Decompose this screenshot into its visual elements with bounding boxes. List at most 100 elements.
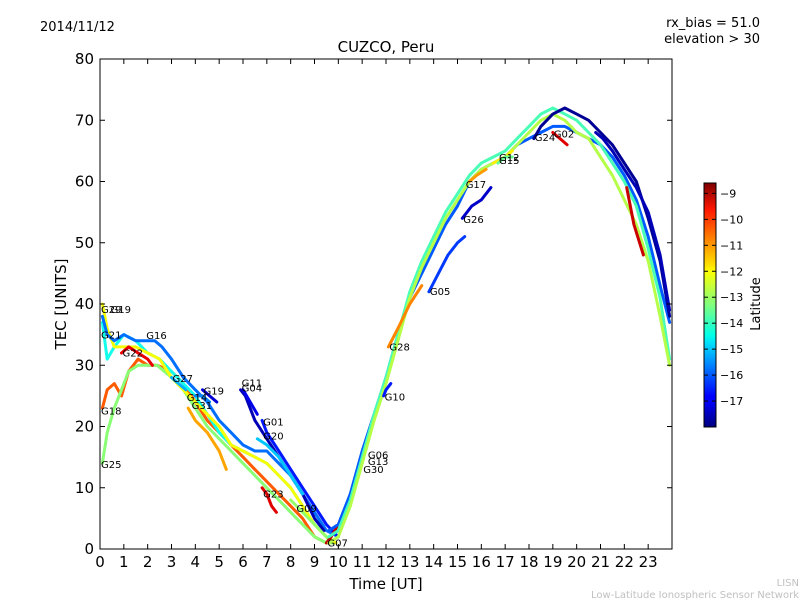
y-tick-label: 60 — [75, 173, 94, 191]
satellite-label-g02: G02 — [554, 130, 574, 141]
series-line-g17 — [467, 167, 488, 183]
colorbar-tick-label: −13 — [720, 291, 743, 304]
x-tick-label: 15 — [448, 553, 467, 571]
satellite-label-g14: G14 — [187, 393, 207, 404]
series-line-g27 — [170, 376, 188, 392]
series-line-g23 — [260, 486, 278, 514]
x-tick-label: 1 — [119, 553, 129, 571]
y-tick-label: 20 — [75, 418, 94, 436]
satellite-label-g15: G15 — [499, 156, 519, 167]
series-line-g13 — [327, 106, 672, 539]
series-line-g28 — [386, 284, 424, 349]
series-line-g30 — [327, 112, 672, 545]
satellite-label-g28: G28 — [389, 342, 409, 353]
satellite-label-g01: G01 — [263, 418, 283, 429]
x-tick-label: 2 — [143, 553, 153, 571]
x-tick-label: 13 — [400, 553, 419, 571]
series-line-g01 — [260, 418, 340, 539]
colorbar-tick-label: −15 — [720, 343, 743, 356]
colorbar-tick-label: −17 — [720, 395, 743, 408]
series-layer — [100, 106, 672, 545]
satellite-label-g07: G07 — [327, 538, 347, 549]
x-tick-label: 0 — [95, 553, 105, 571]
satellite-label-g26: G26 — [463, 215, 483, 226]
satellite-label-g25: G25 — [101, 460, 121, 471]
x-tick-label: 22 — [615, 553, 634, 571]
x-tick-label: 3 — [167, 553, 177, 571]
x-tick-label: 19 — [543, 553, 562, 571]
rx-bias-label: rx_bias = 51.0 — [666, 16, 760, 31]
y-tick-label: 40 — [75, 295, 94, 313]
x-tick-label: 10 — [329, 553, 348, 571]
y-tick-label: 80 — [75, 50, 94, 68]
series-line-g05 — [427, 235, 467, 294]
satellite-label-g19: G19 — [204, 386, 224, 397]
x-tick-label: 9 — [310, 553, 320, 571]
colorbar-tick-label: −9 — [720, 187, 736, 200]
satellite-label-g13: G13 — [368, 457, 388, 468]
colorbar-tick-label: −16 — [720, 369, 743, 382]
y-tick-label: 30 — [75, 356, 94, 374]
colorbar-tick-label: −10 — [720, 213, 743, 226]
date-label: 2014/11/12 — [40, 20, 115, 35]
x-tick-label: 14 — [424, 553, 443, 571]
satellite-label-g16: G16 — [146, 331, 166, 342]
series-line-g10 — [382, 382, 393, 398]
x-tick-label: 21 — [591, 553, 610, 571]
series-line-g20 — [255, 437, 305, 496]
series-line-g14 — [193, 394, 212, 404]
colorbar: −17 −16 −15 −14 −13 −12 −11 −10 −9 — [703, 182, 743, 428]
colorbar-tick-label: −11 — [720, 239, 743, 252]
x-tick-label: 23 — [639, 553, 658, 571]
satellite-label-g10: G10 — [385, 393, 405, 404]
y-tick-label: 50 — [75, 234, 94, 252]
x-tick-label: 6 — [238, 553, 248, 571]
satellite-label-g18: G18 — [101, 407, 121, 418]
x-tick-label: 11 — [353, 553, 372, 571]
series-line-g08 — [594, 131, 672, 312]
series-line-g31 — [186, 406, 228, 471]
satellite-label-g30: G30 — [363, 465, 383, 476]
colorbar-tick-label: −12 — [720, 265, 743, 278]
satellite-labels: G29G19G21G22G16G27G19G14G31G18G11G04G01G… — [101, 130, 574, 550]
series-line-g15 — [496, 155, 514, 165]
x-tick-label: 5 — [214, 553, 224, 571]
plot-frame — [99, 58, 673, 550]
satellite-label-g20: G20 — [263, 432, 283, 443]
elevation-label: elevation > 30 — [664, 32, 760, 47]
satellite-label-g29: G29 — [101, 305, 121, 316]
axes: 0 1 2 3 4 5 6 7 8 9 10 11 12 13 14 15 16 17 18 19 20 21 22 2301… — [75, 50, 673, 571]
series-line-g26 — [460, 186, 493, 220]
satellite-label-g06: G06 — [368, 451, 388, 462]
satellite-label-g12: G12 — [499, 153, 519, 164]
colorbar-label: Latitude — [749, 277, 764, 331]
x-tick-label: 8 — [286, 553, 296, 571]
chart-title: CUZCO, Peru — [338, 38, 435, 56]
satellite-label-g31: G31 — [192, 401, 212, 412]
colorbar-tick-label: −14 — [720, 317, 743, 330]
footer-lisn: LISN — [777, 578, 799, 589]
series-line-g24 — [532, 106, 672, 318]
series-line-g22 — [120, 345, 154, 367]
y-axis-label: TEC [UNITS] — [52, 259, 70, 351]
satellite-label-g23: G23 — [263, 489, 283, 500]
x-tick-label: 20 — [567, 553, 586, 571]
satellite-label-g05: G05 — [430, 287, 450, 298]
x-axis-label: Time [UT] — [348, 575, 422, 593]
footer-network: Low-Latitude Ionospheric Sensor Network — [591, 590, 799, 600]
series-line-g25 — [100, 363, 336, 545]
satellite-label-g11: G11 — [242, 378, 262, 389]
x-tick-label: 4 — [191, 553, 201, 571]
satellite-label-g19: G19 — [111, 305, 131, 316]
x-tick-label: 18 — [519, 553, 538, 571]
satellite-label-g22: G22 — [123, 348, 143, 359]
satellite-label-g21: G21 — [101, 331, 121, 342]
series-line-g04 — [241, 388, 259, 416]
colorbar-gradient — [703, 182, 717, 428]
y-tick-label: 0 — [84, 540, 94, 558]
x-tick-label: 16 — [472, 553, 491, 571]
y-tick-label: 10 — [75, 479, 94, 497]
x-tick-label: 17 — [496, 553, 515, 571]
satellite-label-g17: G17 — [466, 180, 486, 191]
